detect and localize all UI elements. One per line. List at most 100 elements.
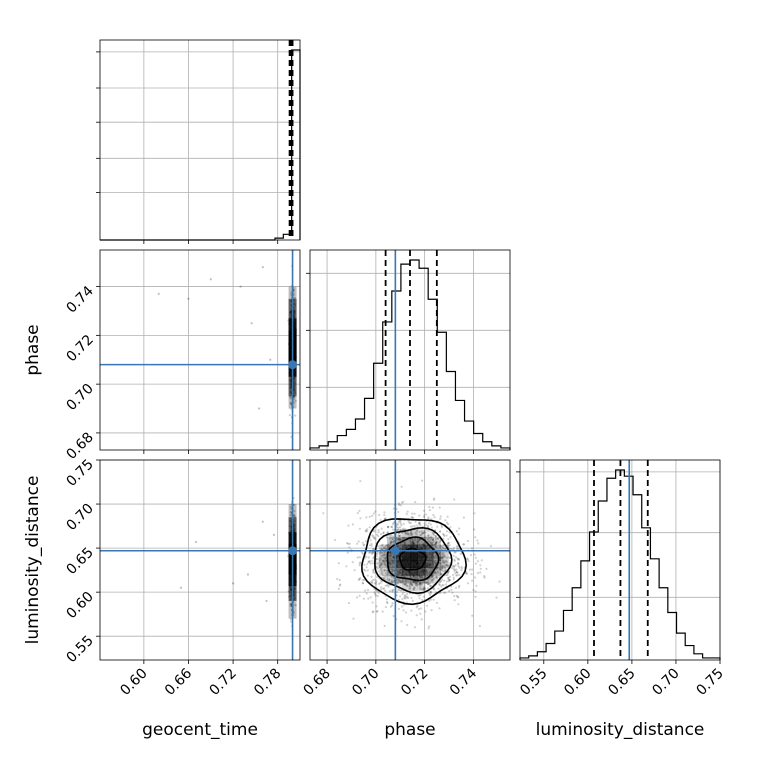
sample-point: [406, 584, 409, 588]
sample-point: [471, 568, 474, 571]
sample-point: [374, 594, 377, 597]
sample-point: [421, 532, 424, 535]
sample-point: [364, 530, 368, 533]
sample-point: [416, 541, 419, 544]
sample-point: [339, 583, 342, 586]
sample-point: [371, 601, 374, 604]
sample-point: [410, 533, 413, 537]
sample-point: [434, 562, 437, 566]
sample-point: [411, 512, 414, 515]
sample-point: [419, 612, 422, 615]
sample-point: [431, 531, 434, 534]
sample-point: [429, 541, 433, 544]
panel-geocent-time-hist: [96, 39, 301, 244]
sample-point: [368, 560, 371, 563]
sample-point: [383, 569, 386, 572]
sample-point: [434, 545, 437, 548]
sample-point: [412, 588, 415, 592]
sample-point: [438, 584, 441, 587]
sample-point: [290, 293, 293, 296]
density-cell: [402, 567, 411, 576]
sample-point: [388, 535, 392, 538]
sample-point: [290, 604, 293, 607]
sample-point: [458, 527, 461, 530]
sample-point: [385, 569, 388, 572]
sample-point: [410, 584, 413, 587]
sample-point: [362, 597, 365, 600]
sample-point: [410, 531, 413, 535]
sample-point: [431, 575, 435, 578]
sample-point: [336, 577, 339, 581]
sample-point: [438, 530, 441, 533]
sample-point: [418, 521, 421, 524]
sample-point: [383, 513, 386, 517]
sample-point: [293, 513, 296, 517]
sample-point: [474, 562, 477, 565]
sample-point: [390, 581, 393, 584]
sample-point: [421, 598, 424, 601]
sample-point: [413, 580, 416, 583]
sample-point: [375, 580, 378, 583]
sample-point: [293, 296, 297, 300]
sample-point: [422, 595, 425, 598]
sample-point: [441, 553, 444, 556]
sample-point: [396, 538, 399, 541]
sample-point: [440, 545, 443, 548]
sample-point: [448, 578, 451, 582]
sample-point: [289, 618, 292, 621]
sample-point: [376, 553, 379, 556]
sample-point: [478, 625, 481, 628]
sample-point: [419, 588, 422, 591]
sample-point: [438, 541, 441, 544]
sample-point: [412, 542, 415, 545]
sample-point: [433, 588, 436, 591]
sample-point: [384, 556, 387, 559]
sample-point: [419, 593, 422, 597]
sample-point: [445, 583, 448, 586]
sample-point: [436, 566, 439, 570]
density-cell: [410, 536, 418, 545]
density-cell: [440, 560, 449, 568]
sample-point: [413, 587, 416, 590]
sample-point: [439, 572, 443, 576]
sample-point: [443, 569, 447, 572]
sample-point: [377, 531, 380, 534]
sample-point: [397, 502, 400, 505]
sample-point: [442, 532, 445, 536]
sample-point: [454, 564, 457, 567]
sample-point: [390, 580, 394, 583]
sample-point: [446, 515, 449, 518]
sample-point: [418, 522, 421, 525]
sample-point: [426, 580, 429, 584]
sample-point: [440, 585, 443, 588]
sample-point: [390, 540, 393, 544]
sample-point: [376, 561, 379, 564]
density-cell: [425, 529, 434, 538]
density-cell: [410, 560, 418, 568]
density-cell: [433, 567, 442, 576]
sample-point: [425, 581, 428, 585]
sample-point: [447, 565, 450, 568]
panel-frame: [99, 459, 301, 661]
density-cell: [417, 529, 426, 538]
sample-point: [372, 557, 375, 560]
x-tick-label: 0.55: [517, 666, 550, 699]
sample-point: [391, 590, 394, 593]
sample-point: [368, 560, 371, 563]
density-cell: [394, 529, 403, 538]
sample-point: [375, 610, 378, 613]
density-cell: [433, 575, 442, 584]
sample-point: [440, 556, 443, 559]
sample-point: [390, 525, 393, 529]
x-tick-label: 0.66: [162, 665, 195, 698]
sample-point: [399, 538, 402, 541]
sample-point: [397, 537, 400, 540]
sample-point: [387, 544, 390, 547]
sample-point: [380, 561, 383, 565]
sample-point: [378, 513, 381, 517]
sample-point: [411, 541, 414, 544]
sample-point: [413, 580, 416, 583]
sample-point: [383, 556, 386, 559]
sample-point: [377, 557, 380, 560]
density-cell: [379, 567, 388, 576]
